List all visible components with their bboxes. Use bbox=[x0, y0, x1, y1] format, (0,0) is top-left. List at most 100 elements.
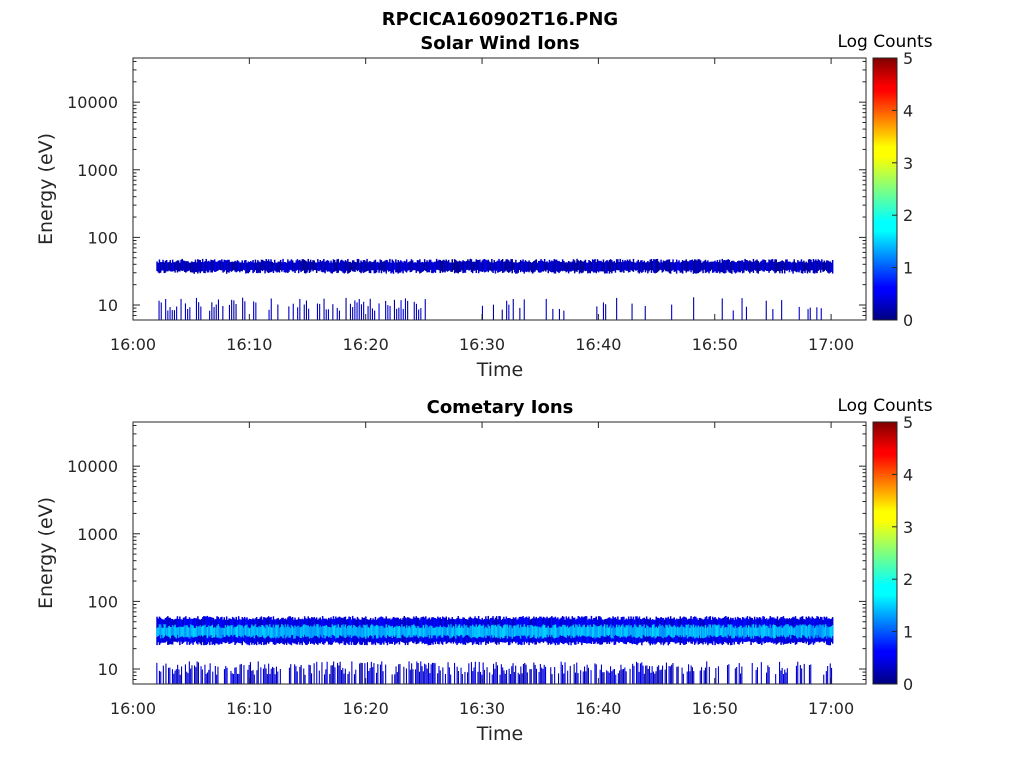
spectrogram-cell bbox=[168, 262, 170, 271]
spectrogram-cell bbox=[785, 624, 787, 639]
spectrogram-cell bbox=[662, 626, 665, 639]
spectrogram-cell bbox=[277, 304, 279, 320]
spectrogram-cell bbox=[769, 624, 771, 638]
spectrogram-cell bbox=[281, 624, 283, 637]
spectrogram-cell bbox=[523, 261, 525, 274]
spectrogram-cell bbox=[741, 298, 743, 320]
spectrogram-cell bbox=[811, 262, 813, 271]
spectrogram-cell bbox=[495, 662, 497, 684]
spectrogram-cell bbox=[668, 259, 671, 274]
spectrogram-cell bbox=[361, 663, 363, 684]
spectrogram-cell bbox=[739, 261, 741, 273]
spectrogram-cell bbox=[512, 262, 515, 270]
spectrogram-cell bbox=[623, 626, 625, 636]
spectrogram-cell bbox=[667, 259, 669, 272]
spectrogram-cell bbox=[239, 262, 241, 273]
spectrogram-cell bbox=[529, 669, 531, 684]
spectrogram-cell bbox=[645, 665, 647, 684]
spectrogram-cell bbox=[405, 668, 407, 684]
spectrogram-cell bbox=[181, 666, 183, 684]
spectrogram-cell bbox=[194, 665, 196, 684]
spectrogram-cell bbox=[371, 308, 373, 320]
spectrogram-cell bbox=[164, 624, 167, 635]
spectrogram-cell bbox=[157, 262, 159, 273]
spectrogram-cell bbox=[182, 626, 185, 638]
spectrogram-cell bbox=[679, 626, 681, 635]
spectrogram-cell bbox=[599, 669, 601, 684]
spectrogram-cell bbox=[420, 262, 422, 273]
spectrogram-cell bbox=[289, 628, 291, 638]
spectrogram-cell bbox=[563, 624, 565, 637]
spectrogram-cell bbox=[720, 628, 722, 636]
spectrogram-cell bbox=[295, 260, 297, 271]
spectrogram-cell bbox=[255, 302, 257, 320]
spectrogram-cell bbox=[278, 627, 281, 638]
spectrogram-cell bbox=[431, 662, 433, 684]
spectrogram-cell bbox=[473, 667, 475, 684]
spectrogram-cell bbox=[268, 663, 270, 684]
spectrogram-cell bbox=[571, 261, 573, 271]
spectrogram-cell bbox=[283, 627, 285, 635]
spectrogram-cell bbox=[408, 661, 410, 684]
spectrogram-cell bbox=[703, 260, 705, 270]
spectrogram-cell bbox=[248, 262, 251, 273]
spectrogram-cell bbox=[169, 307, 171, 320]
spectrogram-cell bbox=[542, 261, 545, 272]
spectrogram-cell bbox=[535, 668, 537, 684]
spectrogram-cell bbox=[801, 668, 803, 684]
spectrogram-cell bbox=[199, 260, 201, 274]
spectrogram-cell bbox=[251, 670, 253, 684]
spectrogram-cell bbox=[397, 260, 399, 274]
spectrogram-cell bbox=[522, 259, 524, 272]
spectrogram-cell bbox=[316, 303, 318, 320]
spectrogram-cell bbox=[461, 674, 463, 684]
spectrogram-cell bbox=[355, 669, 357, 684]
spectrogram-cell bbox=[706, 661, 708, 684]
spectrogram-cell bbox=[316, 661, 318, 684]
spectrogram-cell bbox=[771, 625, 774, 638]
spectrogram-cell bbox=[757, 261, 759, 274]
spectrogram-cell bbox=[776, 262, 779, 271]
spectrogram-cell bbox=[380, 260, 383, 274]
spectrogram-cell bbox=[609, 259, 612, 272]
spectrogram-cell bbox=[755, 260, 757, 271]
spectrogram-cell bbox=[671, 626, 673, 638]
spectrogram-cell bbox=[594, 259, 596, 273]
spectrogram-cell bbox=[350, 262, 353, 271]
spectrogram-cell bbox=[775, 674, 777, 684]
spectrogram-cell bbox=[235, 261, 237, 273]
spectrogram-cell bbox=[409, 261, 411, 273]
spectrogram-cell bbox=[494, 668, 496, 684]
spectrogram-cell bbox=[504, 261, 506, 272]
spectrogram-cell bbox=[509, 625, 511, 637]
spectrogram-cell bbox=[266, 674, 268, 684]
spectrogram-cell bbox=[464, 671, 466, 684]
spectrogram-cell bbox=[359, 262, 361, 273]
spectrogram-cell bbox=[571, 625, 573, 636]
spectrogram-cell bbox=[508, 304, 510, 320]
spectrogram-cell bbox=[781, 300, 783, 320]
spectrogram-cell bbox=[574, 672, 576, 684]
colorbar-tick-label: 1 bbox=[903, 623, 913, 642]
spectrogram-cell bbox=[188, 262, 191, 271]
spectrogram-cell bbox=[449, 626, 451, 639]
spectrogram-cell bbox=[356, 258, 359, 272]
spectrogram-cell bbox=[230, 625, 233, 635]
spectrogram-cell bbox=[465, 260, 468, 270]
spectrogram-cell bbox=[642, 261, 644, 272]
spectrogram-cell bbox=[608, 259, 611, 274]
spectrogram-cell bbox=[356, 302, 358, 320]
spectrogram-cell bbox=[279, 259, 282, 270]
spectrogram-cell bbox=[821, 259, 823, 270]
spectrogram-cell bbox=[262, 668, 264, 684]
spectrogram-cell bbox=[783, 262, 786, 274]
spectrogram-cell bbox=[820, 308, 822, 320]
spectrogram-cell bbox=[487, 259, 489, 273]
spectrogram-cell bbox=[704, 625, 707, 638]
spectrogram-cell bbox=[685, 624, 687, 636]
x-tick-label: 16:10 bbox=[226, 335, 272, 354]
spectrogram-cell bbox=[791, 262, 793, 272]
spectrogram-cell bbox=[223, 628, 225, 637]
spectrogram-cell bbox=[303, 304, 305, 320]
